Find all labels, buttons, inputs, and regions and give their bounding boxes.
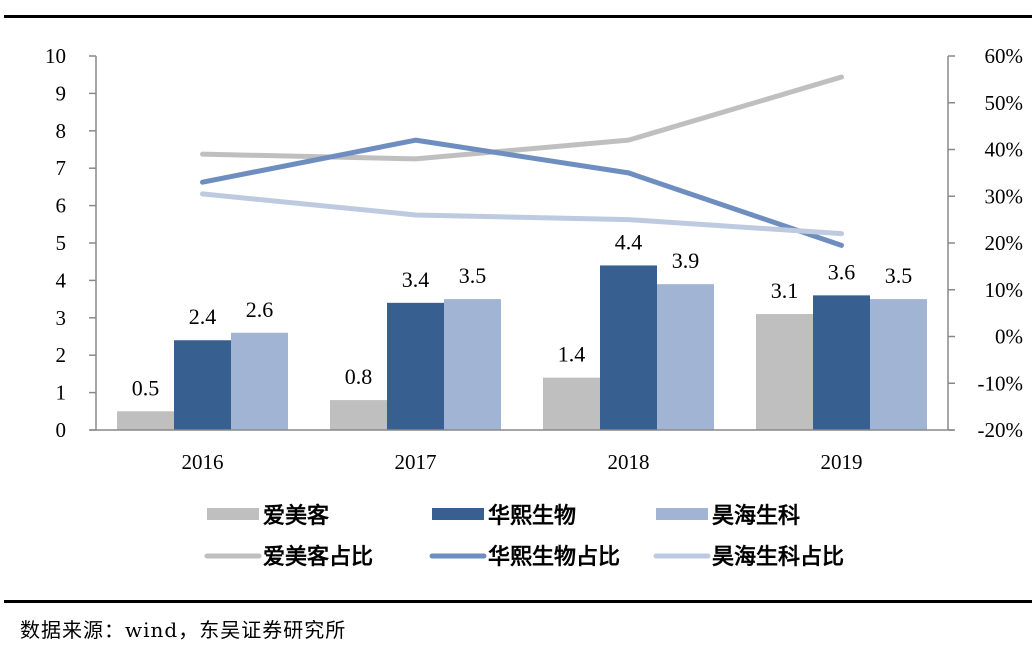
data-label: 0.8 bbox=[345, 364, 373, 389]
y2-tick-label: 20% bbox=[985, 231, 1024, 255]
y2-tick-label: 0% bbox=[995, 325, 1023, 349]
bar bbox=[756, 314, 813, 430]
y2-tick-label: 10% bbox=[985, 278, 1024, 302]
legend-swatch bbox=[432, 508, 484, 520]
series-line bbox=[200, 191, 844, 237]
legend-swatch bbox=[207, 508, 259, 520]
data-label: 3.5 bbox=[459, 263, 487, 288]
top-rule bbox=[4, 15, 1032, 18]
data-label: 0.5 bbox=[132, 375, 160, 400]
data-label: 3.6 bbox=[828, 259, 856, 284]
x-tick-label: 2019 bbox=[821, 450, 863, 474]
data-label: 3.9 bbox=[672, 248, 700, 273]
y-tick-label: 3 bbox=[56, 306, 67, 330]
legend-swatch bbox=[656, 508, 708, 520]
bar bbox=[231, 332, 288, 430]
source-note: 数据来源：wind，东吴证券研究所 bbox=[20, 618, 347, 642]
x-tick-label: 2017 bbox=[395, 450, 437, 474]
data-labels-layer: 0.5 0.8 1.4 3.1 2.4 3.4 4.4 3.6 2.6 3.5 3.9 3.5 bbox=[132, 229, 913, 400]
bottom-rule bbox=[4, 600, 1032, 603]
legend-label: 昊海生科 bbox=[712, 503, 800, 529]
y2-tick-label: 50% bbox=[985, 91, 1024, 115]
legend-label: 华熙生物占比 bbox=[488, 544, 620, 570]
lines-layer bbox=[200, 74, 844, 248]
bar bbox=[330, 400, 387, 430]
y-tick-label: 4 bbox=[56, 268, 67, 292]
bar bbox=[174, 340, 231, 430]
data-label: 1.4 bbox=[558, 342, 586, 367]
legend-label: 爱美客占比 bbox=[263, 544, 373, 570]
data-label: 2.6 bbox=[246, 297, 274, 322]
y-tick-label: 1 bbox=[56, 381, 67, 405]
chart: 0 1 2 3 4 5 6 7 8 9 10 -20% -10% 0% 10% 20% 30% 40% 50% 60%… bbox=[45, 44, 1023, 570]
bar bbox=[600, 265, 657, 430]
y2-tick-label: 30% bbox=[985, 184, 1024, 208]
data-label: 3.5 bbox=[885, 263, 913, 288]
y-tick-label: 5 bbox=[56, 231, 67, 255]
bar bbox=[387, 302, 444, 430]
legend-label: 昊海生科占比 bbox=[712, 544, 844, 570]
data-label: 3.1 bbox=[771, 278, 799, 303]
bar bbox=[543, 377, 600, 430]
y-tick-label: 0 bbox=[56, 418, 67, 442]
y-tick-label: 8 bbox=[56, 119, 67, 143]
y2-tick-label: 60% bbox=[985, 44, 1024, 68]
data-label: 2.4 bbox=[189, 304, 217, 329]
legend-label: 爱美客 bbox=[263, 503, 330, 529]
data-label: 4.4 bbox=[615, 229, 643, 254]
y-tick-label: 2 bbox=[56, 343, 67, 367]
y-tick-label: 10 bbox=[45, 44, 66, 68]
x-tick-label: 2018 bbox=[608, 450, 650, 474]
y2-tick-label: -20% bbox=[978, 418, 1024, 442]
bars-layer bbox=[117, 265, 927, 430]
x-tick-label: 2016 bbox=[182, 450, 224, 474]
axes-layer: 0 1 2 3 4 5 6 7 8 9 10 -20% -10% 0% 10% 20% 30% 40% 50% 60%… bbox=[45, 44, 1023, 474]
y-tick-label: 9 bbox=[56, 81, 67, 105]
series-line bbox=[200, 137, 844, 248]
y2-tick-label: -10% bbox=[978, 371, 1024, 395]
bar bbox=[870, 299, 927, 430]
y-tick-label: 7 bbox=[56, 156, 67, 180]
bar bbox=[444, 299, 501, 430]
bar bbox=[657, 284, 714, 430]
legend-label: 华熙生物 bbox=[488, 503, 576, 529]
data-label: 3.4 bbox=[402, 267, 430, 292]
bar bbox=[813, 295, 870, 430]
y-tick-label: 6 bbox=[56, 194, 67, 218]
bar bbox=[117, 411, 174, 430]
y2-tick-label: 40% bbox=[985, 138, 1024, 162]
series-line bbox=[200, 74, 844, 162]
